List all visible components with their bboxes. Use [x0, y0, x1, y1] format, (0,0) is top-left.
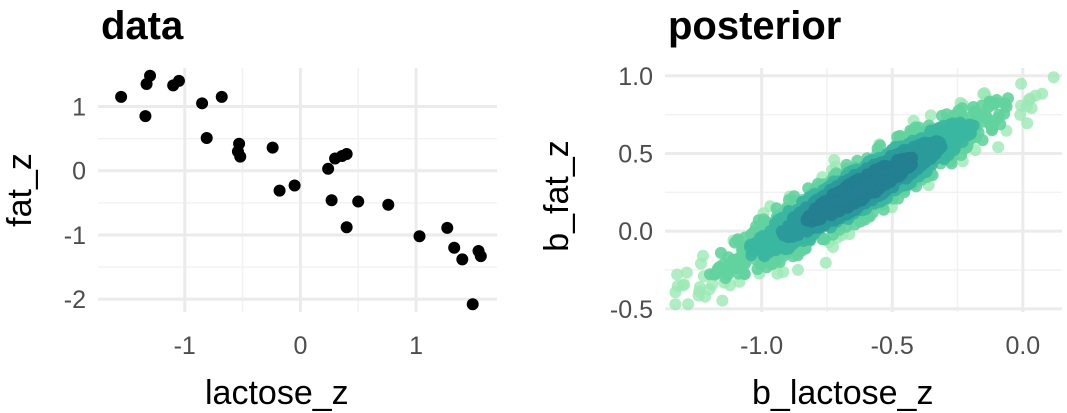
data-point	[139, 110, 152, 123]
posterior-draw-point	[716, 294, 729, 307]
x-tick-label: 0	[293, 332, 307, 360]
data-point	[456, 253, 469, 266]
y-tick-label: 0.0	[618, 218, 653, 246]
x-axis-title-lactose: lactose_z	[205, 374, 349, 412]
data-scatter-plot: -1 0 1 -2 -1 0 1	[64, 68, 497, 360]
posterior-draw-point	[669, 298, 682, 311]
x-tick-label: -1	[174, 332, 196, 360]
data-point	[288, 179, 301, 192]
data-points	[669, 71, 1060, 311]
y-tick-label: -1	[64, 222, 86, 250]
posterior-draw-point	[671, 268, 684, 281]
posterior-draw-point	[993, 108, 1006, 121]
data-point	[200, 131, 213, 144]
posterior-draw-point	[771, 267, 784, 280]
data-point	[325, 194, 338, 207]
posterior-draw-point	[1015, 77, 1028, 90]
y-tick-label: -0.5	[610, 296, 653, 324]
data-point	[234, 150, 247, 163]
posterior-draw-point	[924, 109, 937, 122]
x-tick-label: 1	[409, 332, 423, 360]
data-point	[441, 221, 454, 234]
posterior-draw-point	[854, 183, 867, 196]
y-tick-label: 0.5	[618, 140, 653, 168]
data-point	[382, 198, 395, 211]
posterior-draw-point	[1015, 99, 1027, 112]
posterior-draw-point	[680, 266, 693, 279]
x-tick-label: -1.0	[740, 332, 783, 360]
posterior-draw-point	[1021, 117, 1034, 130]
posterior-draw-point	[819, 256, 832, 269]
y-tick-label: 1	[72, 94, 86, 122]
posterior-draw-point	[1014, 108, 1027, 121]
data-point	[172, 74, 185, 87]
posterior-draw-point	[706, 278, 719, 291]
data-point	[196, 97, 209, 110]
x-axis-title-b-lactose: b_lactose_z	[752, 374, 934, 412]
data-point	[474, 250, 487, 263]
gridlines	[98, 68, 497, 312]
data-point	[448, 241, 461, 254]
posterior-draw-point	[695, 257, 707, 270]
data-point	[266, 141, 279, 154]
data-point	[140, 78, 153, 91]
posterior-draw-point	[682, 298, 695, 311]
y-tick-label: 0	[72, 158, 86, 186]
posterior-draw-point	[1047, 71, 1060, 84]
x-tick-label: 0.0	[1005, 332, 1040, 360]
data-point	[340, 148, 353, 161]
data-point	[352, 195, 365, 208]
data-point	[273, 184, 286, 197]
posterior-scatter-plot: -1.0 -0.5 0.0 -0.5 0.0 0.5 1.0	[610, 63, 1062, 360]
data-point	[413, 230, 426, 243]
data-point	[322, 162, 335, 175]
x-tick-label: -0.5	[871, 332, 914, 360]
data-point	[215, 90, 228, 103]
posterior-draw-point	[992, 141, 1005, 154]
y-tick-label: 1.0	[618, 63, 653, 91]
data-point	[340, 221, 353, 234]
panel-title-data: data	[101, 4, 184, 48]
data-point	[115, 90, 128, 103]
data-points	[115, 69, 487, 311]
data-point	[466, 298, 479, 311]
posterior-draw-point	[693, 281, 706, 294]
panel-title-posterior: posterior	[668, 4, 842, 48]
posterior-draw-point	[678, 278, 691, 291]
y-tick-label: -2	[64, 286, 86, 314]
posterior-draw-point	[792, 263, 804, 276]
